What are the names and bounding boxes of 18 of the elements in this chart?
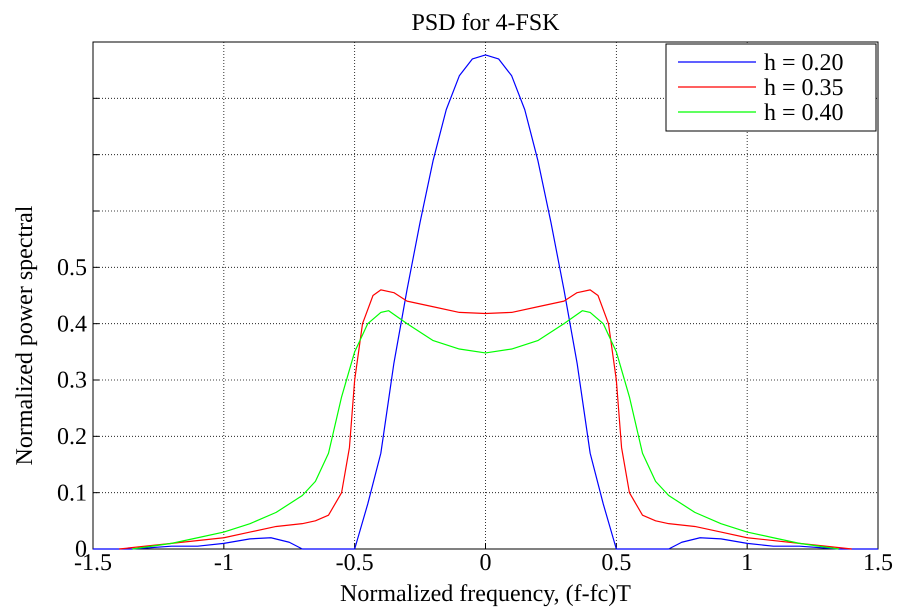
x-tick-label: 1 bbox=[741, 550, 754, 576]
legend-label: h = 0.40 bbox=[764, 100, 844, 126]
x-axis-title: Normalized frequency, (f-fc)T bbox=[340, 581, 632, 607]
x-tick-label: -1 bbox=[214, 550, 234, 576]
y-tick-label: 0.2 bbox=[57, 424, 87, 450]
y-tick-label: 0.4 bbox=[57, 311, 87, 338]
legend-label: h = 0.20 bbox=[764, 50, 844, 76]
y-axis-title: Normalized power spectral bbox=[12, 205, 38, 466]
legend-label: h = 0.35 bbox=[764, 75, 844, 101]
y-tick-label: 0.1 bbox=[57, 480, 87, 506]
x-tick-label: 0.5 bbox=[601, 550, 632, 576]
y-tick-label: 0.3 bbox=[57, 368, 87, 394]
chart-title: PSD for 4-FSK bbox=[411, 10, 560, 36]
x-tick-label: -0.5 bbox=[336, 550, 374, 576]
x-tick-label: 1.5 bbox=[863, 550, 893, 576]
x-tick-label: 0 bbox=[480, 550, 492, 576]
y-tick-label: 0.5 bbox=[57, 255, 87, 282]
line-series bbox=[92, 54, 879, 550]
